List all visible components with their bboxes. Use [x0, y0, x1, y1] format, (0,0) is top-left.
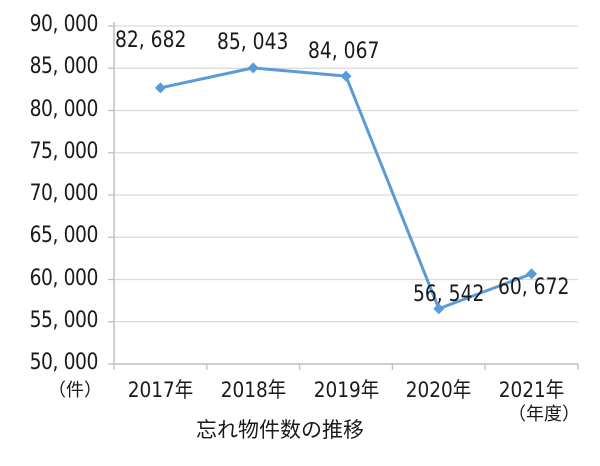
- x-axis-unit-label: （年度）: [508, 404, 580, 425]
- data-label: 85, 043: [217, 29, 289, 55]
- diamond-marker: [247, 62, 259, 74]
- data-label: 60, 672: [497, 274, 569, 300]
- x-tick-label: 2017年: [127, 378, 194, 402]
- data-label: 82, 682: [115, 27, 187, 53]
- y-tick-label: 85, 000: [29, 54, 99, 80]
- series-line: [160, 66, 533, 311]
- x-tick-label: 2021年: [498, 378, 565, 402]
- diamond-marker: [526, 268, 538, 280]
- y-tick-label: 60, 000: [29, 265, 99, 291]
- data-label: 84, 067: [308, 39, 380, 65]
- y-tick-label: 65, 000: [29, 223, 99, 249]
- chart-title: 忘れ物件数の推移: [196, 418, 364, 442]
- y-tick-label: 70, 000: [29, 181, 99, 206]
- y-tick-label: 50, 000: [29, 350, 99, 375]
- diamond-marker: [154, 82, 166, 94]
- diamond-marker: [433, 303, 445, 315]
- y-tick-label: 80, 000: [29, 96, 99, 122]
- data-label: 56, 542: [412, 281, 485, 307]
- x-tick-label: 2020年: [406, 378, 472, 402]
- y-tick-label: 55, 000: [29, 307, 99, 333]
- x-tick-label: 2019年: [313, 378, 379, 402]
- y-axis-unit-label: （件）: [48, 380, 102, 401]
- y-tick-label: 75, 000: [29, 138, 99, 164]
- diamond-marker: [340, 70, 352, 82]
- x-tick-label: 2018年: [220, 378, 286, 402]
- y-tick-label: 90, 000: [29, 12, 99, 37]
